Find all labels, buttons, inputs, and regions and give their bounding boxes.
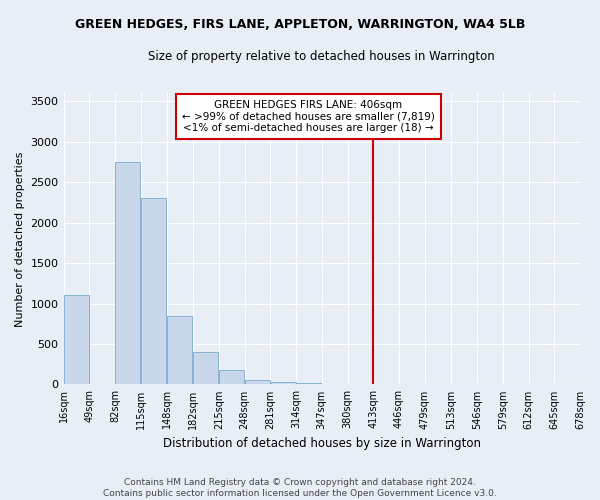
Bar bbox=[271, 382, 296, 384]
Text: GREEN HEDGES FIRS LANE: 406sqm
← >99% of detached houses are smaller (7,819)
<1%: GREEN HEDGES FIRS LANE: 406sqm ← >99% of… bbox=[182, 100, 435, 133]
Bar bbox=[141, 198, 166, 384]
Y-axis label: Number of detached properties: Number of detached properties bbox=[15, 151, 25, 326]
Title: Size of property relative to detached houses in Warrington: Size of property relative to detached ho… bbox=[148, 50, 495, 63]
Bar bbox=[115, 162, 140, 384]
Bar bbox=[167, 316, 192, 384]
Bar bbox=[245, 380, 270, 384]
Text: Contains HM Land Registry data © Crown copyright and database right 2024.
Contai: Contains HM Land Registry data © Crown c… bbox=[103, 478, 497, 498]
Bar bbox=[64, 296, 89, 384]
Text: GREEN HEDGES, FIRS LANE, APPLETON, WARRINGTON, WA4 5LB: GREEN HEDGES, FIRS LANE, APPLETON, WARRI… bbox=[75, 18, 525, 30]
Bar bbox=[219, 370, 244, 384]
Bar bbox=[193, 352, 218, 384]
X-axis label: Distribution of detached houses by size in Warrington: Distribution of detached houses by size … bbox=[163, 437, 481, 450]
